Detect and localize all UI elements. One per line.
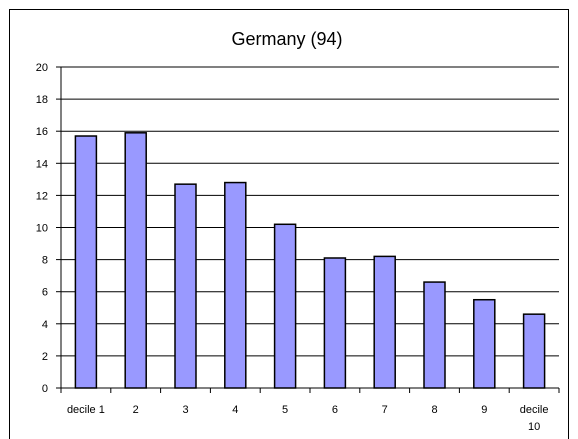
x-tick-label: decile 1 [67, 404, 105, 416]
x-tick-label: 5 [282, 404, 288, 416]
y-tick-label: 6 [42, 287, 48, 299]
bar [74, 135, 98, 389]
bar [323, 257, 347, 389]
x-tick-label: 2 [133, 404, 139, 416]
chart-title: Germany (94) [231, 29, 342, 49]
x-tick-label: 6 [332, 404, 338, 416]
x-tick-label: 9 [481, 404, 487, 416]
y-tick-label: 2 [42, 351, 48, 363]
y-tick-label: 20 [36, 62, 48, 74]
bar [473, 298, 496, 389]
y-tick-label: 18 [36, 94, 48, 106]
bar [124, 132, 147, 389]
y-tick-label: 0 [42, 383, 48, 395]
y-tick-label: 14 [36, 158, 48, 170]
y-tick-label: 4 [42, 319, 48, 331]
x-tick-label: decile [520, 404, 549, 416]
y-tick-label: 12 [36, 190, 48, 202]
bar [423, 281, 446, 389]
y-tick-label: 10 [36, 223, 48, 235]
bar [224, 181, 247, 389]
bar [373, 255, 396, 389]
x-tick-label: 3 [182, 404, 188, 416]
y-tick-label: 16 [36, 126, 48, 138]
x-tick-label: 7 [382, 404, 388, 416]
x-tick-label: 4 [232, 404, 238, 416]
bar [273, 223, 297, 389]
bar [522, 313, 546, 389]
plot-area: 0 2 4 6 8 10 12 14 16 18 20 decile 1 2 3 4 5 6 7 8 9 decile 1… [36, 62, 560, 433]
x-tick-label: 10 [528, 421, 540, 433]
y-tick-label: 8 [42, 255, 48, 267]
x-tick-label: 8 [431, 404, 437, 416]
bar [174, 183, 197, 389]
